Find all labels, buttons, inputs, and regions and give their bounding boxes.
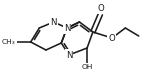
Text: O: O [109,34,115,42]
Text: O: O [97,4,104,13]
Text: OH: OH [81,64,93,70]
Text: N: N [64,24,70,32]
Text: N: N [50,17,57,26]
Text: CH₃: CH₃ [2,39,15,45]
Text: N: N [66,50,72,59]
